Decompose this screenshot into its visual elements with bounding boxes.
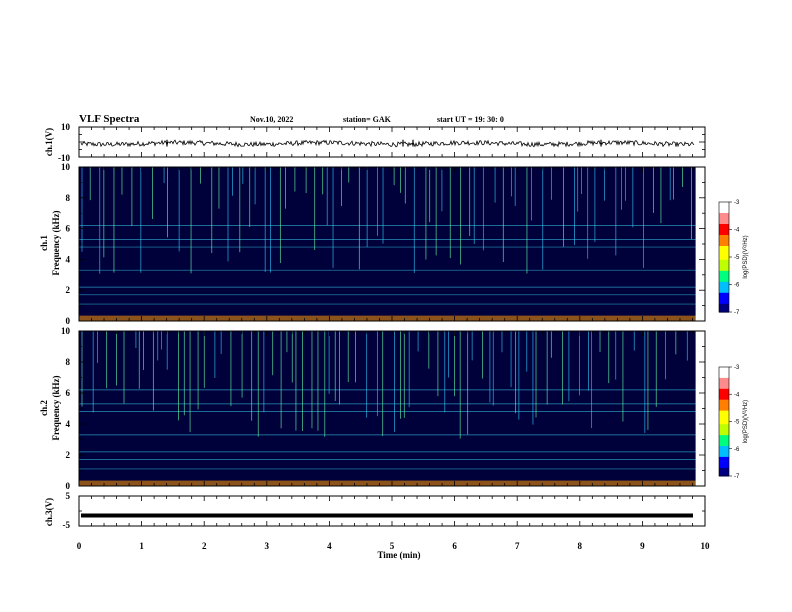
ch1-waveform-line xyxy=(80,139,695,148)
ch1-spec-ytick-label: 2 xyxy=(66,285,71,295)
station-label: station= GAK xyxy=(343,115,392,124)
ch1-spec-ytick-label: 6 xyxy=(66,224,71,234)
ch1-waveform-panel xyxy=(78,126,706,158)
ch1-spec-lf-band xyxy=(79,315,696,321)
ch1-spec-ylabel-2: Frequency (kHz) xyxy=(51,210,61,275)
date-label: Nov.10, 2022 xyxy=(250,115,293,124)
ch1-spec-background xyxy=(79,167,705,321)
ch1-ytick-bottom: -10 xyxy=(58,153,70,163)
start-ut-label: start UT = 19: 30: 0 xyxy=(437,115,504,124)
ch1-spec-end-gap xyxy=(695,167,705,321)
ch2-spec-background xyxy=(79,331,705,486)
ch1-ytick-top: 10 xyxy=(61,122,71,132)
ch1-spec-ytick-label: 10 xyxy=(61,162,71,172)
ch1-spectrogram-panel: 0 2 4 6 8 10 xyxy=(61,162,706,326)
ch1-spec-ylabel-1: ch.1 xyxy=(39,235,49,251)
chart-title: VLF Spectra xyxy=(79,113,140,125)
ch1-ylabel: ch.1(V) xyxy=(44,128,54,156)
ch1-spec-ytick-label: 8 xyxy=(66,193,71,203)
ch1-spec-ytick-label: 4 xyxy=(66,254,71,264)
ch1-spec-ytick-label: 0 xyxy=(66,316,71,326)
